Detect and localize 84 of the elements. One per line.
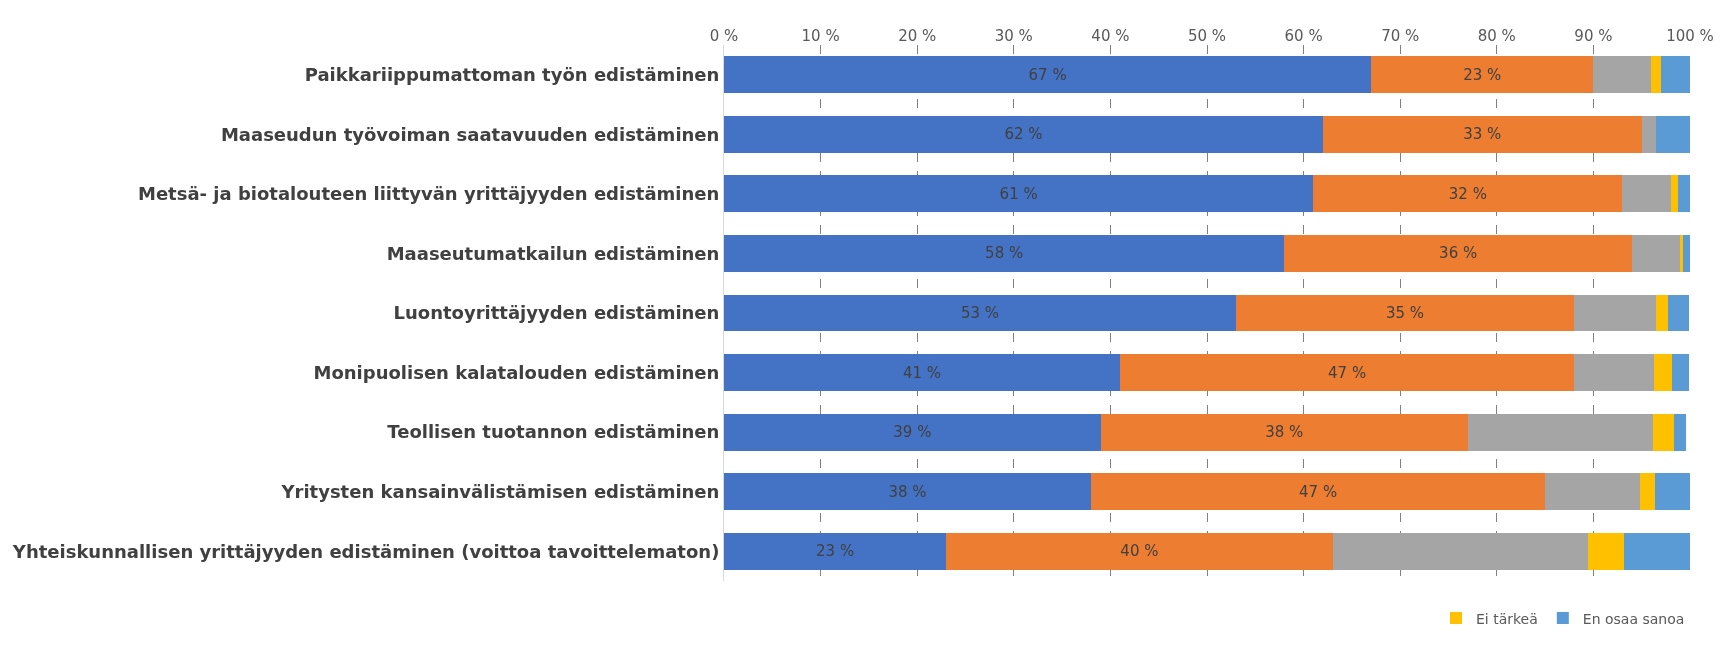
bar xyxy=(1651,56,1662,94)
data-label: 62 % xyxy=(1004,125,1043,144)
x-tick-label: 90 % xyxy=(1574,27,1613,45)
bar xyxy=(1322,115,1642,153)
bar xyxy=(1671,354,1690,392)
bar xyxy=(1284,234,1633,272)
bar xyxy=(1673,413,1687,451)
y-tick-label: Maaseudun työvoiman saatavuuden edistäminen xyxy=(220,123,720,145)
bar xyxy=(1593,56,1652,94)
bar xyxy=(1467,413,1654,451)
y-tick-label: Yhteiskunnallisen yrittäjyyden edistäminen (voittoa tavoittelematon) xyxy=(11,540,720,562)
bar xyxy=(1545,473,1640,511)
data-label: 23 % xyxy=(816,542,855,561)
data-label: 47 % xyxy=(1299,482,1338,501)
bar xyxy=(1332,532,1588,570)
bar xyxy=(724,413,1101,451)
data-label: 47 % xyxy=(1328,363,1367,382)
data-label: 33 % xyxy=(1463,125,1502,144)
bar xyxy=(1587,532,1625,570)
y-tick-label: Monipuolisen kalatalouden edistäminen xyxy=(313,361,720,383)
y-tick-label: Luontoyrittäjyyden edistäminen xyxy=(393,302,720,324)
bar xyxy=(1574,294,1657,332)
bar xyxy=(724,175,1314,213)
x-tick-label: 20 % xyxy=(898,27,937,45)
bar xyxy=(1661,56,1690,94)
bar xyxy=(1100,413,1468,451)
bar xyxy=(1574,354,1655,392)
data-label: 32 % xyxy=(1448,184,1487,203)
bar xyxy=(1655,473,1690,511)
data-label: 38 % xyxy=(888,482,927,501)
bar xyxy=(724,56,1372,94)
bar xyxy=(1639,473,1656,511)
bar xyxy=(1654,354,1672,392)
legend-label: En osaa sanoa xyxy=(1582,610,1685,627)
y-tick-label: Yritysten kansainvälistämisen edistäminen xyxy=(280,480,720,502)
bar xyxy=(1313,175,1623,213)
bar xyxy=(724,354,1121,392)
x-tick-label: 100 % xyxy=(1666,27,1714,45)
x-tick-label: 40 % xyxy=(1091,27,1130,45)
y-tick-label: Paikkariippumattoman työn edistäminen xyxy=(304,64,720,86)
data-label: 35 % xyxy=(1385,304,1425,322)
x-tick-label: 70 % xyxy=(1381,27,1420,45)
x-tick-label: 50 % xyxy=(1187,27,1227,45)
bar xyxy=(1653,413,1674,451)
bar xyxy=(1667,294,1690,332)
bar xyxy=(724,115,1323,153)
bar xyxy=(1683,234,1690,272)
bar xyxy=(1235,294,1575,332)
data-label: 38 % xyxy=(1265,423,1304,442)
bar xyxy=(1656,294,1668,332)
bar xyxy=(1680,234,1684,272)
data-label: 61 % xyxy=(999,184,1038,203)
bar xyxy=(1632,234,1681,272)
bar xyxy=(1670,175,1679,213)
bar xyxy=(724,234,1285,272)
bar xyxy=(724,532,947,570)
bar xyxy=(1656,115,1690,153)
y-tick-label: Teollisen tuotannon edistäminen xyxy=(387,421,720,443)
bar xyxy=(946,532,1333,570)
data-label: 40 % xyxy=(1120,542,1159,561)
bar xyxy=(1678,175,1690,213)
data-label: 58 % xyxy=(985,244,1024,263)
data-label: 53 % xyxy=(960,304,1000,322)
y-tick-label: Maaseutumatkailun edistäminen xyxy=(386,242,720,264)
x-tick-label: 10 % xyxy=(801,27,840,45)
data-label: 39 % xyxy=(893,423,932,442)
bar xyxy=(724,294,1236,332)
legend-label: Ei tärkeä xyxy=(1476,610,1538,627)
data-label: 41 % xyxy=(902,363,942,382)
x-tick-label: 80 % xyxy=(1477,27,1516,45)
bar xyxy=(1624,532,1690,570)
bar xyxy=(1641,115,1657,153)
bar xyxy=(724,473,1092,511)
data-label: 23 % xyxy=(1463,65,1502,84)
bar xyxy=(1371,56,1594,94)
bar xyxy=(1622,175,1671,213)
bar xyxy=(1120,354,1575,392)
x-tick-label: 30 % xyxy=(994,27,1033,45)
data-label: 36 % xyxy=(1439,244,1478,263)
x-tick-label: 0 % xyxy=(709,27,739,45)
x-tick-label: 60 % xyxy=(1284,27,1323,45)
bar xyxy=(1091,473,1546,511)
data-label: 67 % xyxy=(1028,65,1067,84)
y-tick-label: Metsä- ja biotalouteen liittyvän yrittäjyyden edistäminen xyxy=(138,183,720,205)
